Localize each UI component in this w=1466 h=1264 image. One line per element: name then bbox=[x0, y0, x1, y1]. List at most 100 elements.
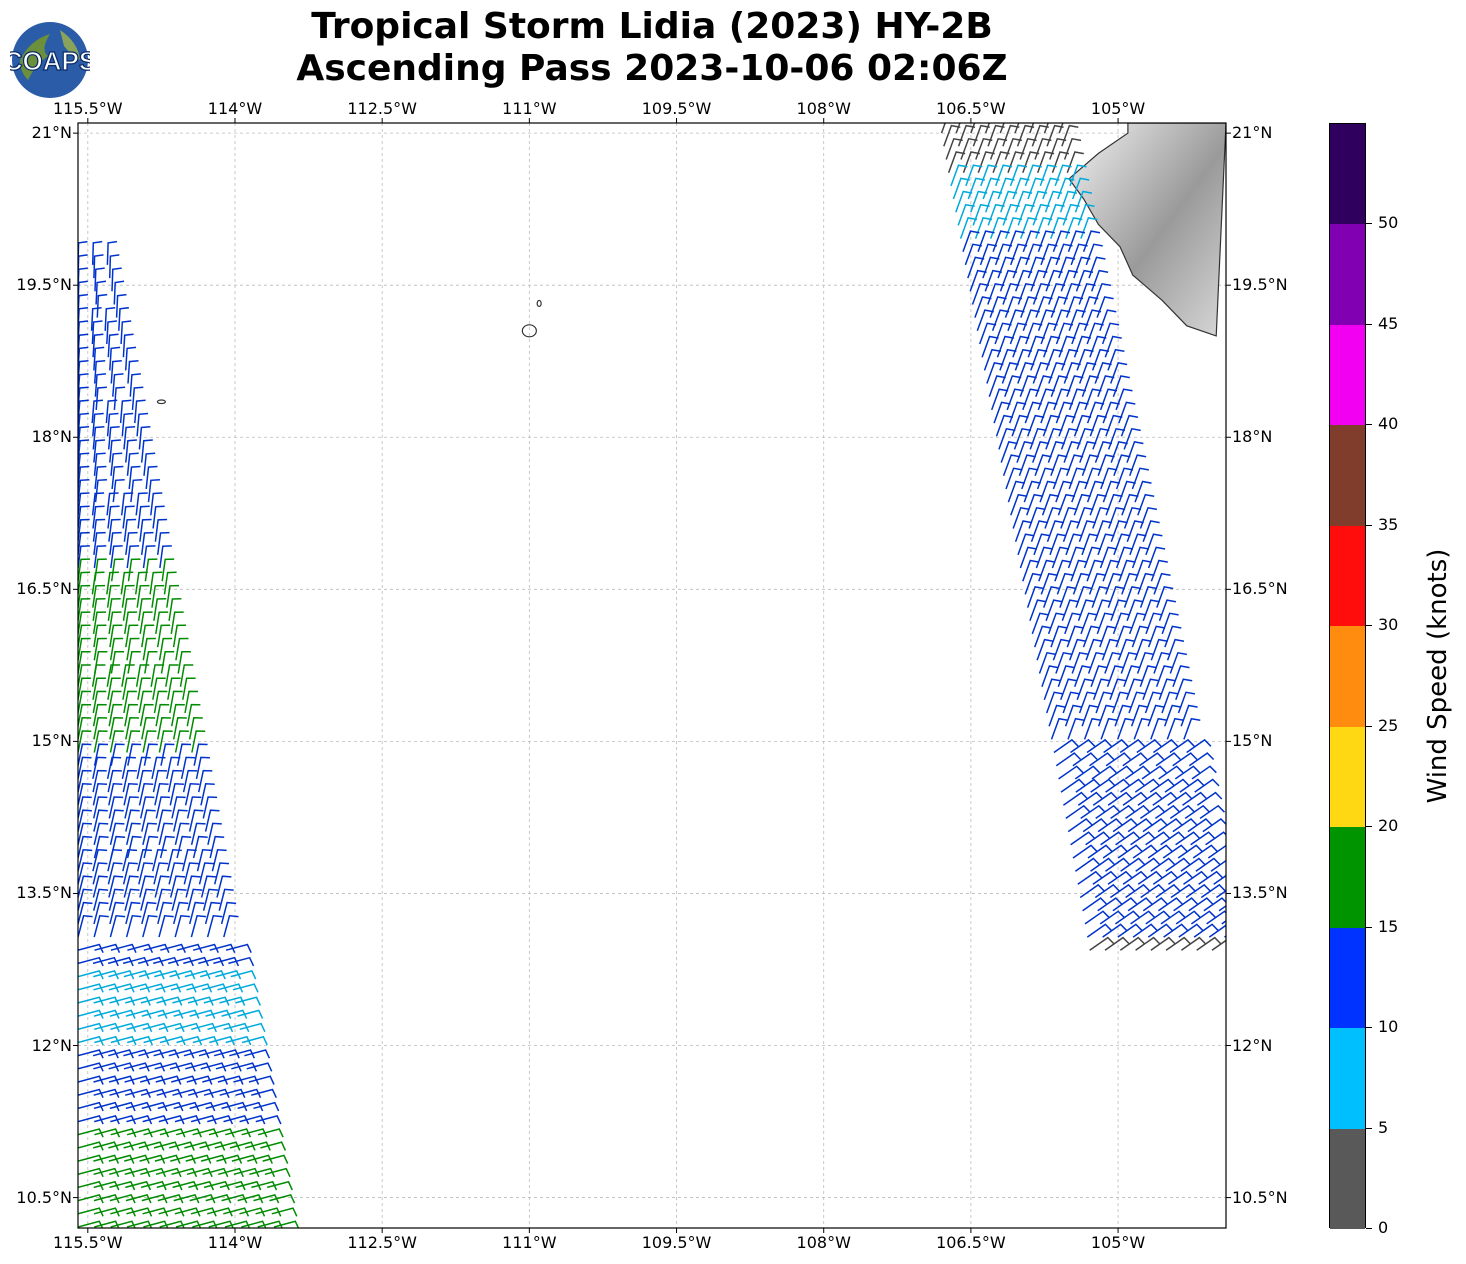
wind-barb bbox=[1022, 309, 1040, 332]
wind-barb bbox=[93, 1009, 120, 1019]
wind-barb bbox=[1034, 454, 1052, 477]
wind-barb bbox=[1080, 804, 1106, 820]
wind-barb bbox=[964, 243, 982, 266]
wind-barb bbox=[1130, 910, 1156, 925]
wind-barb bbox=[1097, 818, 1124, 833]
wind-barb bbox=[215, 1062, 242, 1072]
wind-barb bbox=[154, 783, 169, 806]
wind-barb bbox=[78, 254, 88, 279]
wind-barb bbox=[92, 769, 107, 793]
wind-barb bbox=[78, 677, 91, 700]
wind-barb bbox=[108, 703, 123, 727]
wind-barb bbox=[78, 901, 93, 925]
wind-barb bbox=[1070, 738, 1096, 754]
wind-barb bbox=[189, 1194, 216, 1204]
wind-barb bbox=[1107, 348, 1125, 371]
wind-barb bbox=[225, 943, 252, 954]
wind-barb bbox=[1002, 282, 1020, 305]
wind-barb bbox=[1078, 282, 1096, 305]
logo-text: COAPS bbox=[10, 46, 90, 76]
wind-barb bbox=[188, 1180, 215, 1191]
wind-barb bbox=[1145, 612, 1163, 635]
colorbar-tick-label: 45 bbox=[1378, 313, 1399, 333]
wind-barb bbox=[1132, 923, 1158, 938]
wind-barb bbox=[223, 914, 239, 938]
wind-barb bbox=[1102, 844, 1128, 859]
colorbar-segment bbox=[1330, 1028, 1365, 1129]
wind-barb bbox=[91, 320, 103, 345]
wind-barb bbox=[1190, 831, 1216, 846]
wind-barb bbox=[1090, 857, 1116, 872]
wind-barb bbox=[1184, 804, 1211, 820]
wind-barb bbox=[185, 1154, 212, 1164]
lat-label-right: 16.5°N bbox=[1232, 579, 1288, 599]
wind-barb bbox=[131, 386, 144, 410]
wind-barb bbox=[1089, 493, 1107, 516]
wind-barb bbox=[137, 769, 152, 793]
wind-barb bbox=[1118, 559, 1136, 582]
wind-barb bbox=[1024, 572, 1042, 595]
wind-barb bbox=[1068, 388, 1087, 411]
wind-barb bbox=[188, 809, 204, 832]
map-frame bbox=[77, 122, 1227, 1229]
wind-barb bbox=[171, 888, 187, 911]
wind-barb bbox=[1105, 857, 1131, 872]
wind-barb bbox=[156, 1180, 183, 1191]
wind-barb bbox=[126, 1022, 153, 1033]
wind-barb bbox=[1137, 791, 1163, 806]
wind-barb bbox=[1213, 874, 1226, 885]
wind-barb bbox=[155, 1075, 182, 1085]
wind-barb bbox=[1128, 612, 1147, 635]
wind-barb bbox=[1032, 282, 1051, 305]
wind-barb bbox=[173, 1194, 200, 1204]
wind-barb bbox=[108, 1062, 135, 1072]
wind-barb bbox=[1060, 506, 1078, 529]
wind-barb bbox=[155, 983, 182, 993]
wind-barb bbox=[237, 1009, 264, 1019]
wind-barb bbox=[1126, 441, 1144, 463]
wind-barb bbox=[1012, 335, 1030, 358]
wind-barb bbox=[187, 888, 203, 911]
wind-barb bbox=[93, 254, 104, 279]
wind-barb bbox=[108, 1075, 135, 1085]
wind-barb bbox=[94, 267, 105, 292]
wind-barb bbox=[151, 584, 165, 608]
wind-barb bbox=[1147, 546, 1166, 569]
wind-barb bbox=[154, 1154, 181, 1164]
wind-barb bbox=[1175, 910, 1202, 925]
wind-barb bbox=[78, 426, 90, 450]
wind-barb bbox=[1077, 791, 1104, 806]
wind-barb bbox=[91, 399, 104, 424]
wind-barb bbox=[92, 888, 109, 911]
wind-barb bbox=[78, 439, 90, 463]
wind-barb bbox=[1131, 546, 1150, 569]
wind-barb bbox=[1092, 870, 1118, 885]
wind-barb bbox=[1110, 520, 1128, 542]
wind-barb bbox=[225, 1128, 252, 1138]
wind-barb bbox=[1192, 844, 1219, 859]
wind-barb bbox=[78, 1101, 104, 1112]
wind-barb bbox=[126, 545, 140, 569]
wind-barb bbox=[155, 1167, 182, 1178]
wind-barb bbox=[141, 1009, 168, 1019]
wind-barb bbox=[1104, 651, 1122, 674]
wind-barb bbox=[174, 1022, 201, 1033]
wind-barb bbox=[125, 901, 141, 925]
wind-barb bbox=[1085, 831, 1111, 846]
wind-barb bbox=[1122, 752, 1148, 767]
wind-barb bbox=[1067, 546, 1086, 569]
wind-barb bbox=[1120, 414, 1139, 437]
wind-barb bbox=[94, 465, 107, 490]
wind-barb bbox=[78, 1194, 104, 1204]
wind-barb bbox=[1120, 857, 1146, 872]
wind-barb bbox=[157, 1009, 184, 1019]
wind-barb bbox=[122, 677, 136, 700]
wind-barb bbox=[191, 1022, 217, 1033]
wind-barb bbox=[158, 1022, 185, 1033]
wind-barb bbox=[1191, 765, 1217, 780]
wind-barb bbox=[95, 280, 107, 305]
wind-barb bbox=[1004, 296, 1023, 318]
wind-barb bbox=[984, 269, 1002, 292]
wind-barb bbox=[216, 1154, 243, 1164]
wind-barb bbox=[119, 399, 132, 424]
